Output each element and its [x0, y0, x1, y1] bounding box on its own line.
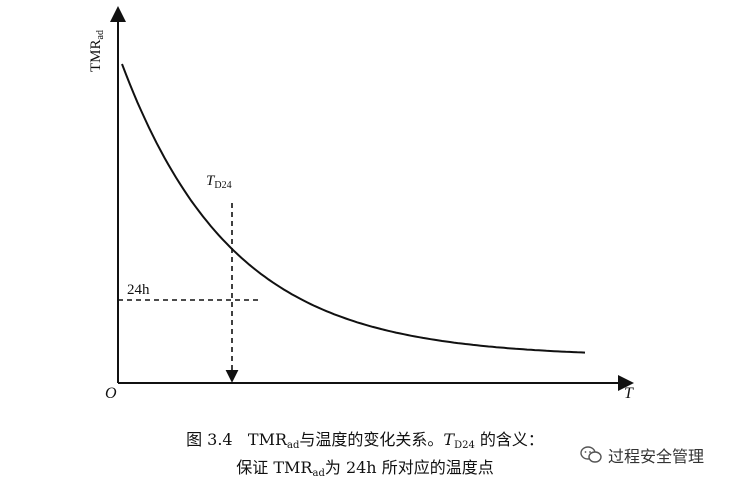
caption-line-1: 图 3.4 TMRad与温度的变化关系。TD24 的含义：: [186, 430, 544, 451]
level-24h-label: 24h: [127, 282, 150, 298]
y-axis-label: TMRad: [88, 30, 106, 72]
origin-label: O: [105, 385, 117, 402]
td24-label: TD24: [206, 173, 232, 191]
watermark-text: 过程安全管理: [607, 447, 704, 466]
decay-curve: [121, 63, 586, 354]
watermark: 过程安全管理: [580, 443, 704, 467]
caption-line-2: 保证 TMRad为 24h 所对应的温度点: [236, 458, 494, 479]
figure-number: 图 3.4: [186, 430, 233, 449]
chat-bubbles-icon: [580, 446, 602, 463]
x-axis-label: T: [624, 385, 634, 402]
